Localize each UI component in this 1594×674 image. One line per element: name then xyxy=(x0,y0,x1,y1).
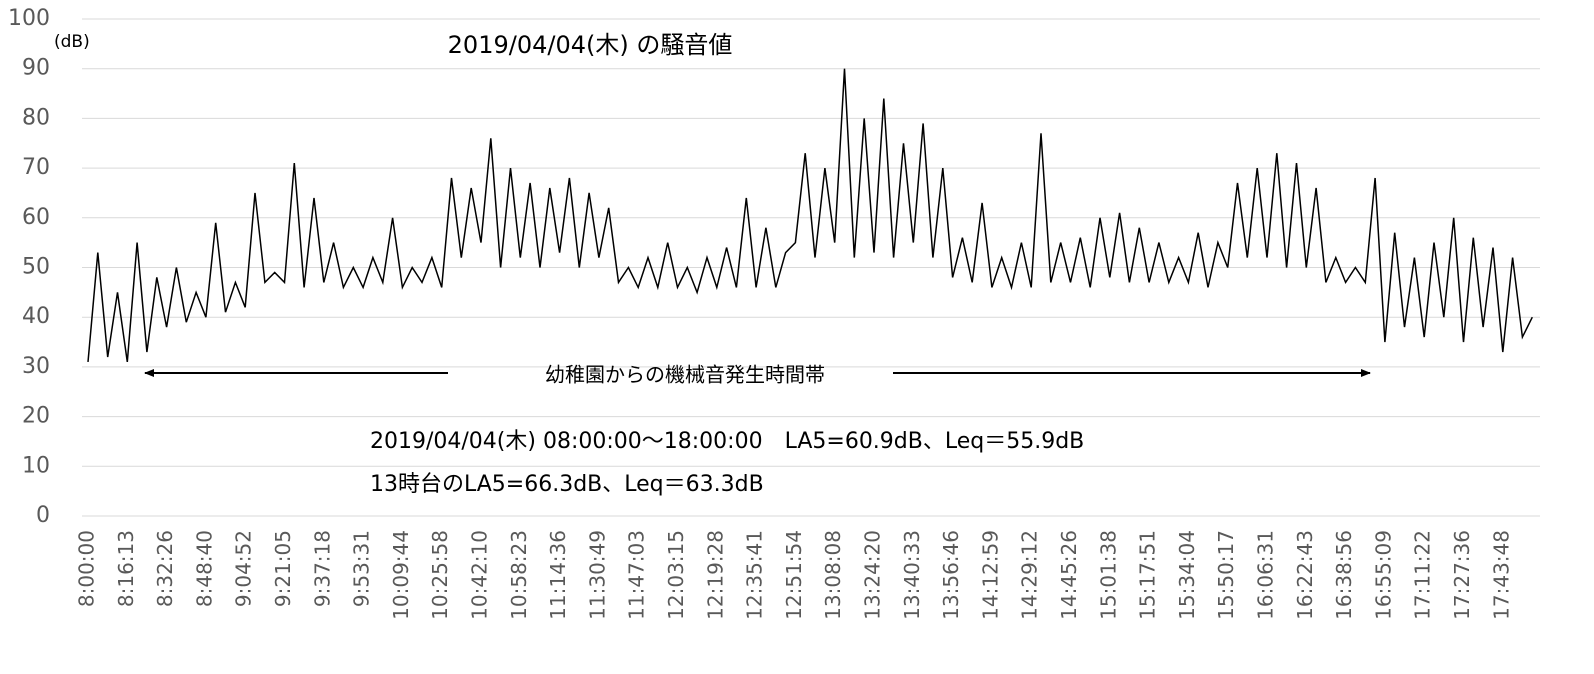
x-tick-label: 15:50:17 xyxy=(1214,530,1238,620)
x-tick-label: 15:34:04 xyxy=(1175,530,1199,620)
y-tick-label: 100 xyxy=(8,6,50,31)
y-unit: (dB) xyxy=(54,32,90,52)
annotation: 幼稚園からの機械音発生時間帯 xyxy=(545,363,825,387)
x-tick-label: 17:27:36 xyxy=(1450,530,1474,620)
y-tick-label: 40 xyxy=(22,304,50,329)
y-tick-label: 70 xyxy=(22,155,50,180)
x-tick-label: 10:25:58 xyxy=(428,530,452,620)
x-tick-label: 16:06:31 xyxy=(1254,530,1278,620)
x-tick-label: 14:45:26 xyxy=(1057,530,1081,620)
x-tick-label: 8:48:40 xyxy=(192,530,216,607)
x-tick-label: 17:43:48 xyxy=(1489,530,1513,620)
x-tick-label: 8:32:26 xyxy=(153,530,177,607)
x-tick-label: 14:29:12 xyxy=(1018,530,1042,620)
x-tick-label: 14:12:59 xyxy=(978,530,1002,620)
x-tick-label: 11:30:49 xyxy=(585,530,609,620)
x-tick-label: 9:04:52 xyxy=(232,530,256,607)
annotation: 13時台のLA5=66.3dB、Leq＝63.3dB xyxy=(370,472,764,497)
x-tick-label: 11:14:36 xyxy=(546,530,570,620)
x-tick-label: 13:24:20 xyxy=(861,530,885,620)
x-tick-label: 9:37:18 xyxy=(310,530,334,607)
x-tick-label: 16:38:56 xyxy=(1332,530,1356,620)
x-tick-label: 15:01:38 xyxy=(1096,530,1120,620)
data-line xyxy=(87,68,1533,363)
chart-title: 2019/04/04(木) の騒音値 xyxy=(448,31,733,59)
y-tick-label: 20 xyxy=(22,404,50,429)
x-tick-label: 10:58:23 xyxy=(507,530,531,620)
x-tick-label: 8:00:00 xyxy=(75,530,99,607)
x-tick-label: 8:16:13 xyxy=(114,530,138,607)
y-tick-label: 30 xyxy=(22,354,50,379)
x-tick-label: 16:55:09 xyxy=(1371,530,1395,620)
y-tick-label: 50 xyxy=(22,255,50,280)
x-tick-label: 13:40:33 xyxy=(900,530,924,620)
x-tick-label: 16:22:43 xyxy=(1293,530,1317,620)
x-tick-label: 10:42:10 xyxy=(468,530,492,620)
x-tick-label: 12:19:28 xyxy=(703,530,727,620)
x-tick-label: 13:56:46 xyxy=(939,530,963,620)
x-tick-label: 9:21:05 xyxy=(271,530,295,607)
y-tick-label: 80 xyxy=(22,105,50,130)
y-tick-label: 90 xyxy=(22,56,50,81)
x-tick-label: 11:47:03 xyxy=(625,530,649,620)
annotation: 2019/04/04(木) 08:00:00～18:00:00 LA5=60.9… xyxy=(370,429,1084,454)
x-tick-label: 15:17:51 xyxy=(1136,530,1160,620)
y-tick-label: 10 xyxy=(22,453,50,478)
x-tick-label: 10:09:44 xyxy=(389,530,413,620)
x-tick-label: 13:08:08 xyxy=(821,530,845,620)
x-tick-label: 9:53:31 xyxy=(350,530,374,607)
y-tick-label: 60 xyxy=(22,205,50,230)
x-tick-label: 17:11:22 xyxy=(1411,530,1435,620)
x-tick-label: 12:03:15 xyxy=(664,530,688,620)
y-tick-label: 0 xyxy=(36,503,50,528)
x-tick-label: 12:35:41 xyxy=(743,530,767,620)
x-tick-label: 12:51:54 xyxy=(782,530,806,620)
